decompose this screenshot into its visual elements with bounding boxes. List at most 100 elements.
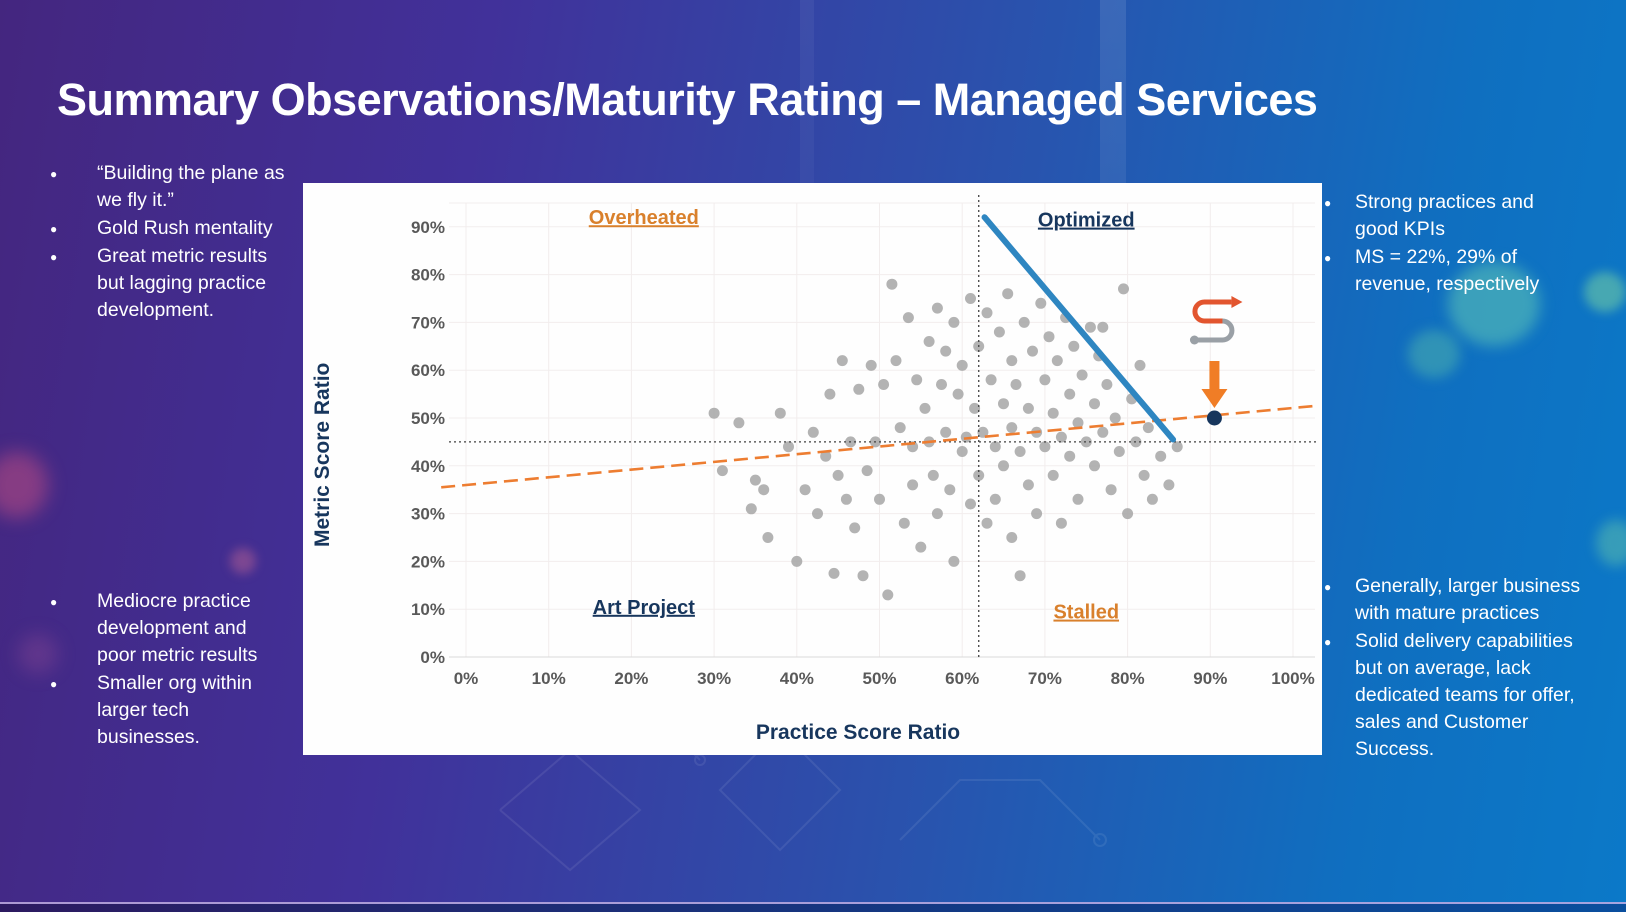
quadrant-label-art-project: Art Project [593, 597, 696, 619]
scatter-point [1035, 297, 1047, 309]
scatter-point [907, 479, 919, 491]
scatter-point [1142, 422, 1154, 434]
scatter-point [998, 460, 1009, 472]
scatter-point [1039, 441, 1051, 453]
bullet-item: Smaller org within larger tech businesse… [40, 670, 287, 751]
scatter-point [898, 517, 910, 529]
x-tick-label: 20% [614, 669, 648, 688]
down-arrow-icon [1201, 361, 1228, 408]
left-top-bullet-list: “Building the plane as we fly it.”Gold R… [40, 160, 287, 325]
scatter-point [956, 359, 968, 371]
scatter-point [832, 469, 844, 481]
scatter-point [1072, 493, 1084, 505]
scatter-point [940, 426, 952, 438]
scatter-point [940, 345, 952, 357]
scatter-point [1027, 345, 1038, 357]
scatter-point [1072, 417, 1084, 429]
y-tick-label: 40% [411, 457, 445, 476]
scatter-point [981, 517, 993, 529]
scatter-point [1113, 446, 1125, 457]
scatter-point [1101, 379, 1113, 390]
x-tick-label: 80% [1111, 669, 1145, 688]
right-bottom-bullet-list: Generally, larger business with mature p… [1322, 573, 1598, 764]
scatter-point [1002, 288, 1014, 300]
scatter-point [1097, 426, 1109, 438]
scatter-point [791, 555, 803, 567]
scatter-point [1089, 460, 1100, 472]
scatter-point [1076, 369, 1088, 381]
scatter-point [948, 555, 960, 567]
scatter-point [1031, 508, 1043, 520]
scatter-point [1146, 493, 1158, 505]
scatter-point [977, 426, 989, 438]
scatter-point [1047, 469, 1059, 481]
scatter-point [1080, 436, 1092, 448]
x-tick-label: 100% [1271, 669, 1314, 688]
scatter-point [758, 484, 770, 496]
scatter-point [956, 446, 968, 457]
scatter-point [749, 474, 761, 486]
scatter-point [1122, 508, 1134, 520]
scatter-point [1018, 316, 1030, 328]
scatter-point [1039, 374, 1051, 386]
scatter-point [1084, 321, 1096, 333]
quadrant-label-stalled: Stalled [1053, 602, 1119, 624]
scatter-point [861, 465, 873, 477]
bullet-item: “Building the plane as we fly it.” [40, 160, 287, 214]
scatter-point [936, 379, 947, 390]
quadrant-label-overheated: Overheated [589, 207, 699, 229]
scatter-point [1006, 422, 1018, 434]
scatter-point [1105, 484, 1117, 496]
bullet-item: Gold Rush mentality [40, 215, 287, 243]
highlight-point [1206, 410, 1222, 426]
scatter-point [1109, 412, 1121, 424]
scatter-point [1055, 431, 1067, 443]
scatter-point [708, 407, 720, 419]
scatter-point [985, 374, 997, 386]
scatter-point [1171, 441, 1183, 453]
scatter-point [762, 532, 774, 543]
scatter-point [828, 567, 840, 579]
scatter-point [927, 469, 939, 481]
left-bottom-bullet-list: Mediocre practice development and poor m… [40, 588, 287, 752]
scatter-point [1064, 388, 1076, 400]
scatter-point [1118, 283, 1129, 295]
scatter-point [894, 422, 906, 434]
scatter-point [882, 589, 894, 601]
scatter-point [865, 359, 877, 371]
scatter-point [952, 388, 964, 400]
scatter-point [1163, 479, 1175, 491]
bullet-item: Generally, larger business with mature p… [1322, 573, 1598, 627]
x-tick-label: 30% [697, 669, 731, 688]
y-tick-label: 70% [411, 313, 445, 332]
scatter-point [944, 484, 956, 496]
scatter-point [998, 398, 1009, 410]
scatter-point [1043, 331, 1055, 343]
scatter-point [1047, 407, 1059, 419]
scatter-point [989, 493, 1001, 505]
scatter-point [1051, 355, 1063, 367]
scatter-point [1155, 450, 1167, 462]
scatter-point [840, 493, 852, 505]
x-tick-label: 50% [862, 669, 896, 688]
scatter-point [1010, 379, 1022, 390]
bokeh-teal-glow [1408, 330, 1460, 378]
scatter-point [1006, 532, 1018, 543]
scatter-point [902, 312, 914, 324]
x-tick-label: 70% [1028, 669, 1062, 688]
x-tick-label: 40% [780, 669, 814, 688]
scatter-point [849, 522, 861, 534]
scatter-point [716, 465, 728, 477]
bokeh-green-glow [1584, 272, 1626, 312]
y-tick-label: 10% [411, 600, 445, 619]
y-tick-label: 20% [411, 552, 445, 571]
scatter-point [923, 336, 935, 347]
x-tick-label: 0% [454, 669, 479, 688]
company-logo-icon [1189, 296, 1243, 345]
bullet-item: MS = 22%, 29% of revenue, respectively [1322, 244, 1560, 298]
scatter-point [948, 316, 960, 328]
scatter-point [1089, 398, 1100, 410]
bullet-item: Mediocre practice development and poor m… [40, 588, 287, 669]
scatter-point [890, 355, 902, 367]
